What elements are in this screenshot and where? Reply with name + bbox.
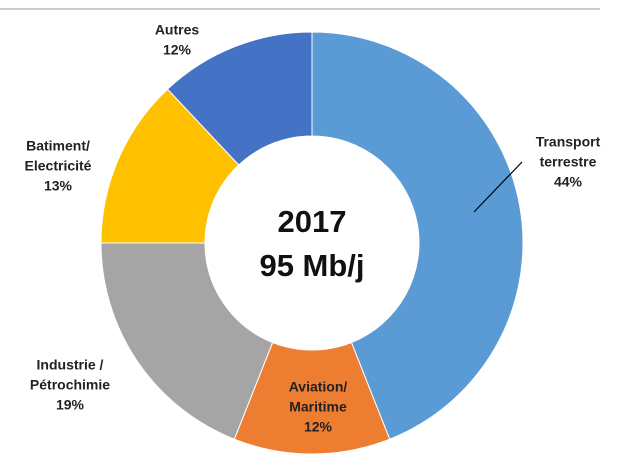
slice-label: terrestre bbox=[540, 154, 597, 170]
donut-slice bbox=[100, 242, 274, 440]
value-label: 19% bbox=[56, 397, 85, 413]
slice-label: Batiment/ bbox=[26, 138, 90, 154]
center-total: 95 Mb/j bbox=[259, 248, 364, 283]
donut-slice bbox=[166, 31, 313, 166]
value-label: 13% bbox=[44, 178, 73, 194]
value-label: 44% bbox=[554, 174, 583, 190]
donut-slice bbox=[311, 31, 524, 440]
leader-line bbox=[473, 161, 523, 213]
slice-label: Transport bbox=[536, 134, 601, 150]
center-year: 2017 bbox=[278, 204, 347, 239]
slice-label: Aviation/ bbox=[289, 379, 348, 395]
slice-label: Autres bbox=[155, 22, 200, 38]
value-label: 12% bbox=[304, 419, 333, 435]
slice-label: Electricité bbox=[25, 158, 92, 174]
value-label: 12% bbox=[163, 42, 192, 58]
slice-label: Pétrochimie bbox=[30, 377, 110, 393]
slice-label: Maritime bbox=[289, 399, 347, 415]
slice-label: Industrie / bbox=[37, 357, 104, 373]
